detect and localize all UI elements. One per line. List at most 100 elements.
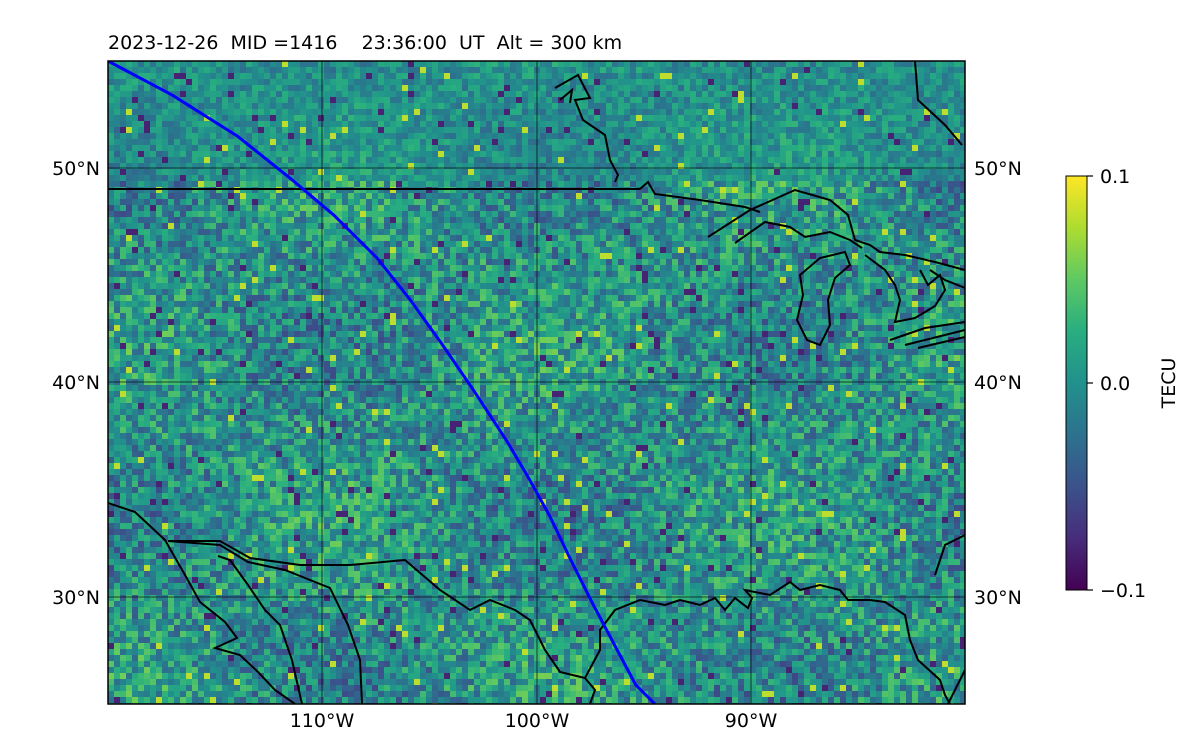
tec-cell	[750, 265, 756, 271]
tec-cell	[462, 103, 468, 109]
tec-cell	[924, 157, 930, 163]
tec-cell	[246, 133, 252, 139]
tec-cell	[618, 91, 624, 97]
tec-cell	[456, 91, 462, 97]
tec-cell	[528, 265, 534, 271]
tec-cell	[342, 163, 348, 169]
tec-cell	[462, 139, 468, 145]
tec-cell	[798, 241, 804, 247]
tec-cell	[342, 181, 348, 187]
tec-cell	[282, 121, 288, 127]
tec-cell	[120, 217, 126, 223]
tec-cell	[780, 91, 786, 97]
tec-cell	[636, 223, 642, 229]
tec-cell	[666, 97, 672, 103]
tec-cell	[864, 79, 870, 85]
tec-cell	[858, 163, 864, 169]
tec-cell	[840, 187, 846, 193]
tec-cell	[360, 67, 366, 73]
tec-cell	[720, 103, 726, 109]
tec-cell	[120, 127, 126, 133]
tec-cell	[924, 175, 930, 181]
tec-cell	[708, 79, 714, 85]
tec-cell	[726, 79, 732, 85]
tec-cell	[570, 223, 576, 229]
tec-cell	[354, 127, 360, 133]
tec-cell	[780, 211, 786, 217]
tec-cell	[552, 151, 558, 157]
tec-cell	[804, 199, 810, 205]
tec-cell	[600, 133, 606, 139]
tec-cell	[354, 211, 360, 217]
tec-cell	[558, 109, 564, 115]
tec-cell	[270, 139, 276, 145]
tec-cell	[180, 163, 186, 169]
tec-cell	[882, 181, 888, 187]
tec-cell	[240, 223, 246, 229]
tec-cell	[144, 247, 150, 253]
tec-cell	[114, 97, 120, 103]
tec-cell	[468, 253, 474, 259]
tec-cell	[702, 235, 708, 241]
tec-cell	[432, 97, 438, 103]
tec-cell	[630, 223, 636, 229]
tec-cell	[702, 259, 708, 265]
tec-cell	[546, 133, 552, 139]
tec-cell	[726, 217, 732, 223]
tec-cell	[672, 187, 678, 193]
tec-cell	[936, 223, 942, 229]
tec-cell	[366, 67, 372, 73]
tec-cell	[654, 85, 660, 91]
tec-cell	[798, 121, 804, 127]
tec-cell	[630, 181, 636, 187]
tec-cell	[924, 145, 930, 151]
tec-cell	[936, 205, 942, 211]
tec-cell	[660, 151, 666, 157]
tec-cell	[666, 259, 672, 265]
tec-cell	[408, 145, 414, 151]
tec-cell	[804, 145, 810, 151]
tec-cell	[444, 151, 450, 157]
tec-cell	[864, 139, 870, 145]
tec-cell	[654, 193, 660, 199]
tec-cell	[372, 61, 378, 67]
tec-cell	[366, 151, 372, 157]
tec-cell	[330, 97, 336, 103]
tec-cell	[150, 139, 156, 145]
tec-cell	[564, 133, 570, 139]
tec-cell	[252, 235, 258, 241]
tec-cell	[258, 97, 264, 103]
tec-cell	[882, 187, 888, 193]
tec-cell	[786, 199, 792, 205]
tec-cell	[180, 265, 186, 271]
tec-cell	[414, 223, 420, 229]
tec-cell	[486, 97, 492, 103]
tec-cell	[912, 205, 918, 211]
tec-cell	[846, 223, 852, 229]
tec-cell	[462, 229, 468, 235]
tec-cell	[870, 181, 876, 187]
tec-cell	[762, 163, 768, 169]
tec-cell	[960, 91, 965, 97]
tec-cell	[654, 139, 660, 145]
tec-cell	[810, 265, 816, 271]
tec-cell	[474, 127, 480, 133]
tec-cell	[300, 175, 306, 181]
tec-cell	[564, 127, 570, 133]
tec-cell	[948, 241, 954, 247]
tec-cell	[144, 97, 150, 103]
tec-cell	[264, 109, 270, 115]
tec-cell	[720, 157, 726, 163]
tec-cell	[372, 265, 378, 271]
tec-cell	[294, 115, 300, 121]
tec-cell	[264, 85, 270, 91]
tec-cell	[216, 97, 222, 103]
tec-cell	[498, 193, 504, 199]
tec-cell	[672, 139, 678, 145]
tec-cell	[714, 121, 720, 127]
tec-cell	[552, 241, 558, 247]
tec-cell	[942, 217, 948, 223]
tec-cell	[216, 115, 222, 121]
tec-cell	[246, 211, 252, 217]
tec-cell	[864, 97, 870, 103]
